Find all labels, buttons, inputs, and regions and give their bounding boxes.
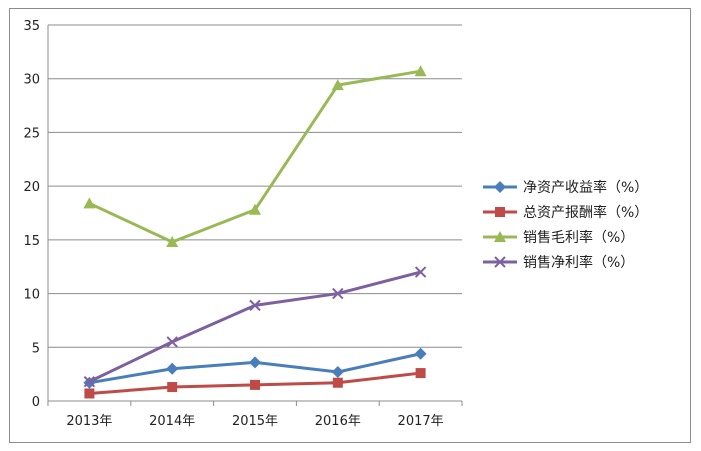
- x-tick-label: 2014年: [149, 414, 195, 429]
- data-point: [414, 347, 427, 360]
- y-tick-label: 0: [32, 395, 40, 410]
- legend-label: 总资产报酬率（%）: [523, 204, 648, 221]
- x-tick-label: 2017年: [398, 414, 444, 429]
- marker-stroke: [83, 375, 96, 388]
- data-point: [332, 287, 344, 300]
- legend-label: 净资产收益率（%）: [523, 179, 648, 196]
- marker-stroke: [494, 256, 506, 268]
- data-point: [250, 379, 260, 390]
- data-point: [83, 375, 96, 388]
- data-point: [166, 236, 179, 248]
- y-tick-label: 35: [23, 19, 40, 34]
- legend: 净资产收益率（%） 总资产报酬率（%） 销售毛利率（%） 销售净利率（%）: [483, 179, 648, 271]
- y-tick-label: 20: [23, 180, 40, 195]
- gridlines: [48, 24, 462, 348]
- series-line: [88, 69, 421, 244]
- y-tick-label: 10: [23, 288, 40, 303]
- data-point: [414, 266, 427, 278]
- series-3: [83, 65, 427, 248]
- axes: 0 5 10 15 20 25 30 35 2013年 2014年 2015年 2016年 2017年: [23, 19, 463, 429]
- data-point: [84, 388, 95, 399]
- data-point: [332, 377, 343, 388]
- legend-label: 销售净利率（%）: [523, 254, 634, 271]
- y-tick-label: 5: [32, 341, 40, 356]
- data-point: [249, 299, 261, 312]
- marker-stroke: [414, 266, 427, 278]
- legend-swatch-marker: [495, 207, 505, 217]
- legend-swatch-marker: [494, 181, 506, 193]
- x-tick-label: 2015年: [232, 414, 278, 429]
- data-point: [331, 365, 344, 378]
- data-point: [415, 368, 426, 379]
- marker-stroke: [249, 299, 261, 312]
- data-point: [166, 362, 179, 375]
- series-layer: [83, 65, 427, 399]
- data-point: [249, 203, 261, 215]
- legend-item: 净资产收益率（%）: [483, 179, 648, 196]
- legend-label: 销售毛利率（%）: [523, 229, 634, 246]
- y-tick-label: 30: [23, 73, 40, 88]
- legend-swatch-marker: [494, 256, 506, 268]
- data-point: [331, 79, 344, 91]
- x-tick-label: 2013年: [66, 414, 112, 429]
- data-point: [83, 197, 96, 209]
- data-point: [166, 336, 178, 348]
- y-tick-label: 15: [23, 234, 40, 249]
- y-tick-label: 25: [23, 126, 40, 141]
- legend-item: 总资产报酬率（%）: [483, 204, 648, 221]
- data-point: [249, 356, 261, 369]
- series-2: [84, 368, 426, 399]
- legend-swatch-marker: [494, 231, 506, 242]
- marker-stroke: [332, 287, 344, 300]
- data-point: [414, 65, 427, 77]
- x-tick-label: 2016年: [315, 414, 361, 429]
- legend-item: 销售毛利率（%）: [483, 229, 634, 246]
- series-4: [83, 266, 427, 388]
- marker-stroke: [166, 336, 178, 348]
- data-point: [167, 382, 178, 393]
- legend-item: 销售净利率（%）: [483, 254, 634, 271]
